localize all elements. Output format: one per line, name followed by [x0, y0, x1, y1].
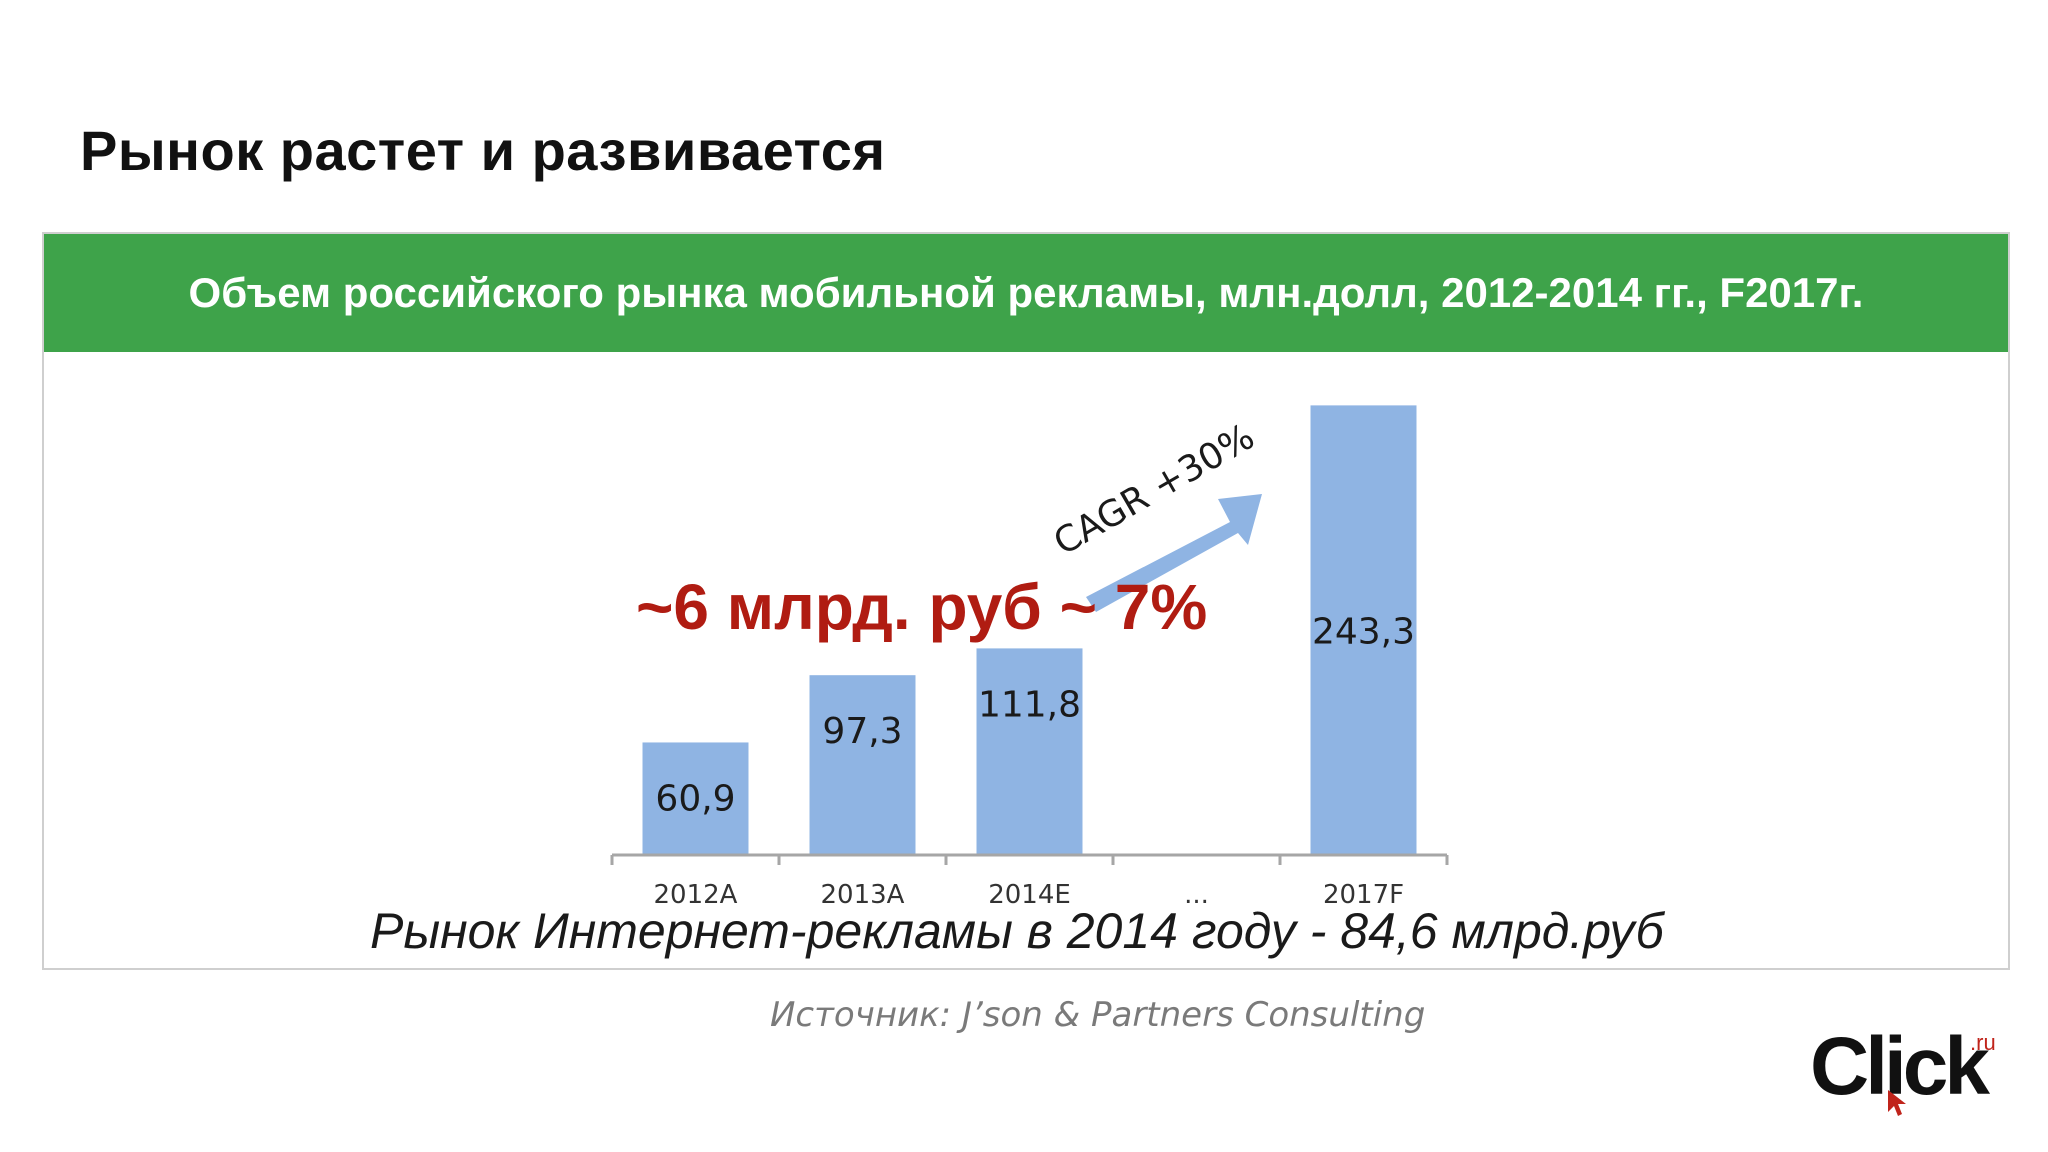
- chart-title: Объем российского рынка мобильной реклам…: [44, 234, 2008, 352]
- x-tick-label: 2017F: [1323, 880, 1404, 910]
- bar: [976, 648, 1083, 855]
- slide-title: Рынок растет и развивается: [80, 119, 886, 182]
- x-tick-label: ...: [1184, 880, 1209, 910]
- x-tick-label: 2012A: [654, 880, 738, 910]
- bar: [809, 675, 916, 855]
- data-label: 243,3: [1312, 611, 1415, 652]
- bar: [1310, 405, 1417, 855]
- cursor-arrow-icon: [1888, 1090, 1906, 1116]
- internet-ad-market-note: Рынок Интернет-рекламы в 2014 году - 84,…: [370, 903, 1664, 959]
- cagr-label: CAGR +30%: [1047, 416, 1261, 563]
- logo-superscript: .ru: [1970, 1030, 1996, 1055]
- bar: [642, 742, 749, 855]
- market-share-callout: ~6 млрд. руб ~ 7%: [636, 571, 1208, 643]
- source-note: Источник: J’son & Partners Consulting: [770, 995, 1426, 1035]
- chart-panel: Объем российского рынка мобильной реклам…: [42, 232, 2010, 970]
- data-label: 111,8: [978, 684, 1081, 725]
- logo-word: Click: [1810, 1021, 1990, 1112]
- x-tick-label: 2014E: [988, 880, 1071, 910]
- x-tick-label: 2013A: [821, 880, 905, 910]
- data-label: 60,9: [655, 778, 735, 819]
- x-axis: 2012A 2013A 2014E... 2017F: [610, 853, 1449, 910]
- data-label: 97,3: [822, 711, 902, 752]
- cagr-arrow: [1086, 494, 1262, 612]
- click-ru-logo: Click .ru: [1810, 1020, 2010, 1120]
- bars-layer: 60,9 97,3 111,8 243,3: [642, 405, 1417, 855]
